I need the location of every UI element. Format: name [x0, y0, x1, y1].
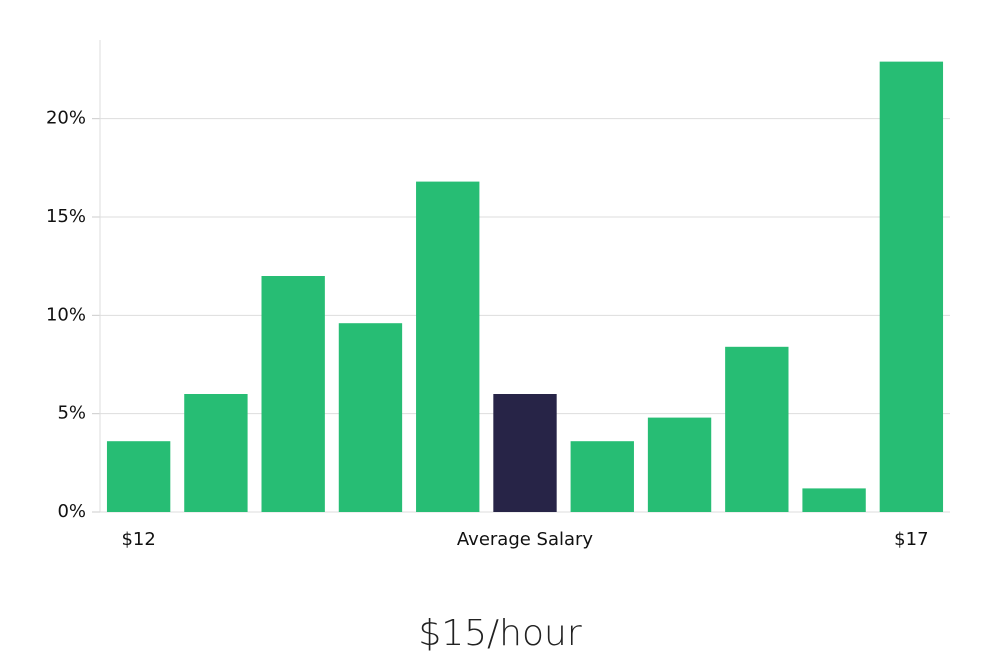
bar: [416, 181, 480, 512]
bar: [802, 488, 866, 512]
bar: [106, 441, 171, 512]
chart-title: $15/hour: [418, 613, 582, 654]
y-tick-label: 15%: [46, 206, 86, 227]
y-tick-label: 20%: [46, 108, 86, 129]
y-tick-label: 5%: [57, 403, 86, 424]
bar: [261, 276, 325, 512]
x-tick-label: Average Salary: [457, 529, 594, 550]
bar: [184, 394, 248, 512]
y-tick-label: 10%: [46, 304, 86, 325]
bar: [879, 61, 944, 513]
bar: [570, 441, 634, 512]
x-tick-label: $12: [121, 529, 155, 550]
bar: [725, 346, 789, 512]
x-tick-label: $17: [894, 529, 928, 550]
bar: [338, 323, 403, 512]
bar: [493, 394, 557, 512]
bar: [647, 417, 712, 512]
y-tick-label: 0%: [57, 501, 86, 522]
